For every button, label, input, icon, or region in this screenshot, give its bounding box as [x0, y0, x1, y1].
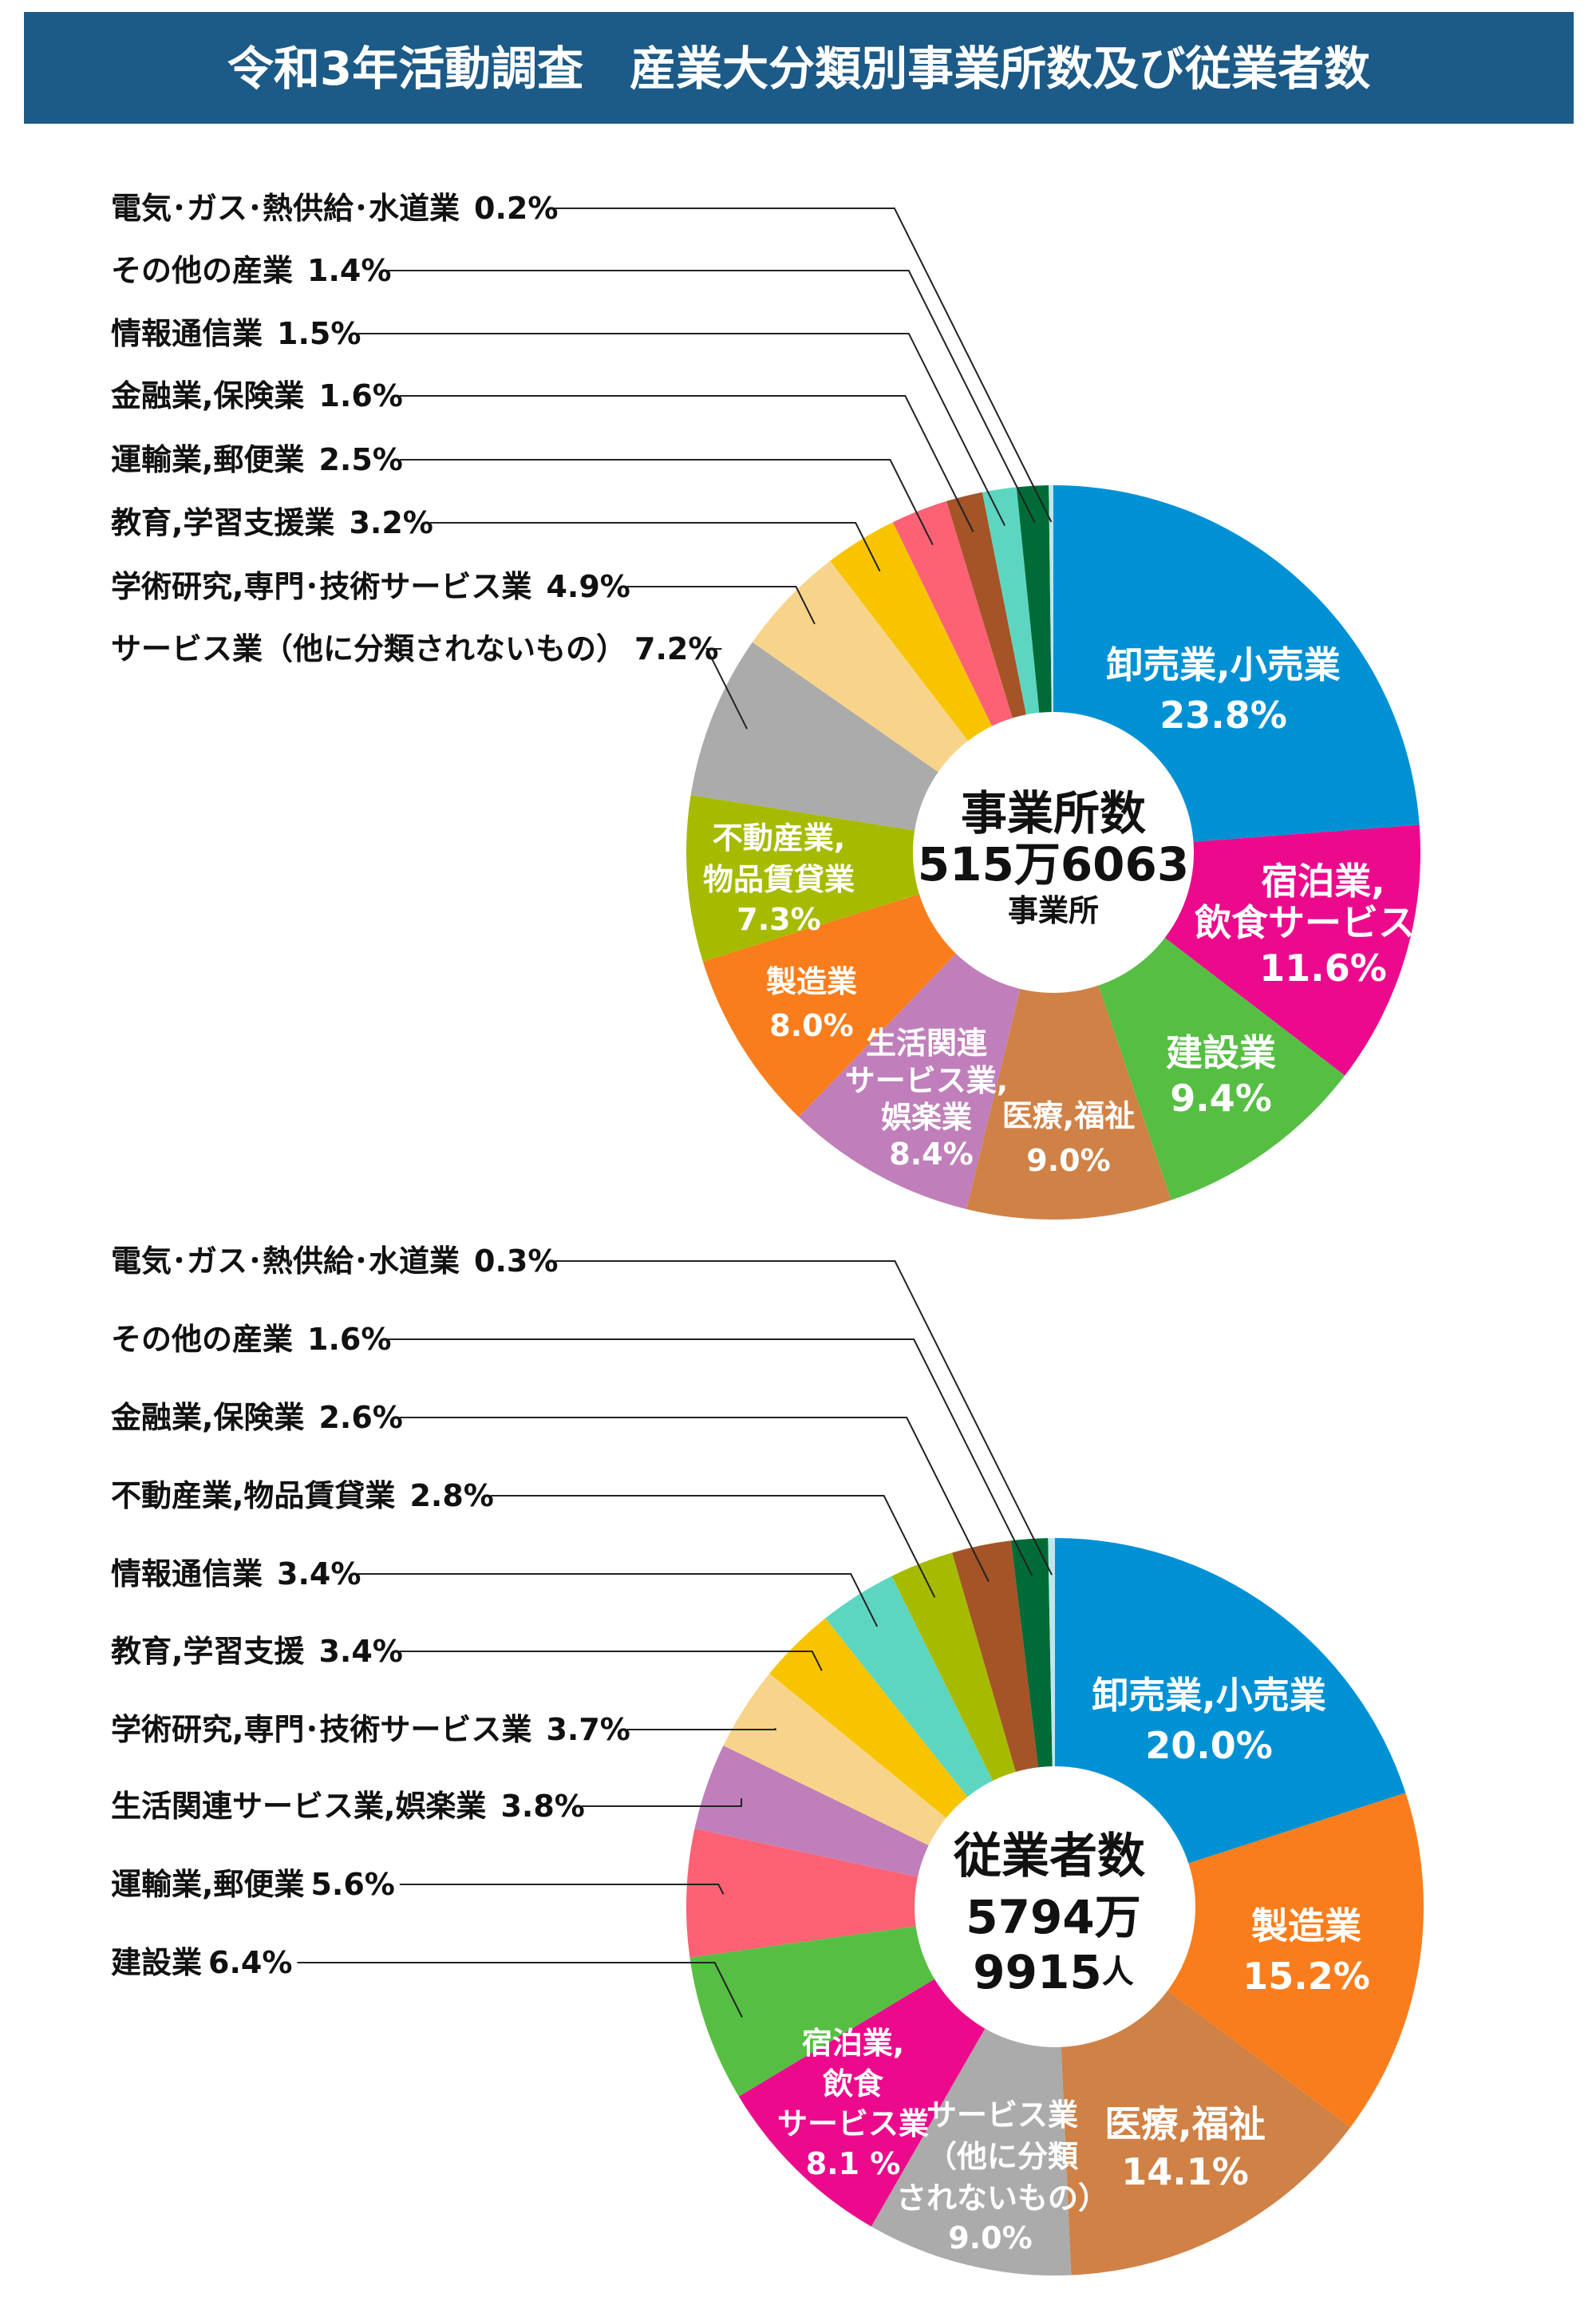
leader-line — [388, 270, 1036, 524]
slice-label: 宿泊業, — [1261, 860, 1385, 903]
slice-label: 飲食 — [823, 2066, 884, 2101]
pie-employees — [686, 1538, 1424, 2275]
slice-value: 8.0% — [769, 1008, 853, 1043]
center-value: 515万6063 — [918, 837, 1190, 892]
leader-line — [399, 1651, 823, 1671]
slice-value: 8.1 % — [806, 2146, 901, 2181]
slice-value: 8.4% — [889, 1137, 973, 1172]
slice-label: サービス業, — [845, 1063, 1008, 1098]
slice-value: 11.6% — [1259, 947, 1387, 990]
slice-label: 生活関連 — [866, 1026, 988, 1061]
leader-line — [358, 1573, 879, 1627]
leader-line — [490, 1495, 936, 1598]
slice-label: 製造業 — [1251, 1904, 1361, 1947]
slice-value: 9.0% — [1026, 1143, 1110, 1178]
outer-label: 教育,学習支援 3.4% — [111, 1634, 403, 1669]
leader-line — [429, 522, 881, 572]
outer-label: サービス業（他に分類されないもの） 7.2% — [111, 631, 718, 666]
outer-label: 金融業,保険業 1.6% — [110, 378, 403, 413]
slice-label: 製造業 — [766, 964, 857, 999]
center-unit: 事業所 — [1008, 893, 1099, 928]
outer-labels-establishments: 電気･ガス･熱供給･水道業 0.2% その他の産業 1.4% 情報通信業 1.5% 金… — [110, 191, 718, 666]
slice-label: 医療,福祉 — [1104, 2102, 1265, 2145]
slice-value: 9.0% — [948, 2220, 1032, 2256]
outer-label: 情報通信業 1.5% — [111, 316, 361, 351]
pie-slice — [1055, 1793, 1424, 2128]
outer-label: 運輸業,郵便業 5.6% — [111, 1867, 395, 1902]
outer-label: 電気･ガス･熱供給･水道業 0.3% — [111, 1243, 558, 1279]
slice-label: 卸売業,小売業 — [1092, 1674, 1325, 1717]
slice-label: 不動産業, — [713, 820, 845, 856]
leader-line — [297, 1962, 743, 2018]
leader-line — [626, 586, 816, 625]
slice-label: 医療,福祉 — [1002, 1098, 1135, 1133]
slice-label: 建設業 — [1166, 1031, 1276, 1074]
slice-label: 卸売業,小売業 — [1106, 643, 1340, 686]
leader-line — [399, 1884, 725, 1895]
leader-lines — [297, 208, 1053, 2018]
leader-line — [388, 1338, 1033, 1576]
outer-label: 不動産業,物品賃貸業 2.8% — [111, 1478, 494, 1513]
slice-label: （他に分類 — [926, 2139, 1079, 2174]
slice-label: サービス業 — [777, 2106, 929, 2141]
slice-value: 15.2% — [1242, 1955, 1370, 1998]
outer-label: 教育,学習支援業 3.2% — [111, 505, 433, 540]
pie-slice — [966, 852, 1171, 1220]
slice-label: 飲食サービス業 — [1195, 901, 1452, 944]
pie-slice — [686, 795, 1053, 962]
leader-line — [399, 459, 934, 546]
center-value-2: 9915人 — [973, 1945, 1133, 1999]
slice-value: 7.3% — [737, 902, 820, 937]
slice-label: 宿泊業, — [802, 2026, 904, 2061]
center-heading: 従業者数 — [953, 1829, 1145, 1884]
leader-line — [358, 333, 1005, 526]
slice-value: 14.1% — [1121, 2150, 1249, 2193]
slice-label: 娯楽業 — [881, 1100, 972, 1135]
outer-label: 学術研究,専門･技術サービス業 4.9% — [111, 569, 630, 604]
slice-value: 9.4% — [1170, 1077, 1272, 1120]
leader-line — [399, 1417, 990, 1583]
slice-label: されないもの） — [896, 2181, 1108, 2216]
leader-line — [705, 648, 748, 729]
pie-establishments — [686, 485, 1420, 1220]
leader-line — [581, 1798, 743, 1807]
center-value: 5794万 — [966, 1890, 1140, 1944]
outer-label: 学術研究,専門･技術サービス業 3.7% — [111, 1712, 630, 1747]
center-heading: 事業所数 — [961, 786, 1146, 840]
outer-label: 電気･ガス･熱供給･水道業 0.2% — [111, 191, 558, 226]
outer-label: 生活関連サービス業,娯楽業 3.8% — [111, 1789, 585, 1824]
outer-labels-employees: 電気･ガス･熱供給･水道業 0.3% その他の産業 1.6% 金融業,保険業 2.6%… — [110, 1243, 630, 1980]
outer-label: 建設業 6.4% — [111, 1945, 292, 1980]
leader-line — [555, 208, 1053, 523]
outer-label: その他の産業 1.6% — [111, 1322, 391, 1357]
leader-line — [626, 1728, 776, 1730]
outer-label: 情報通信業 3.4% — [111, 1556, 361, 1591]
slice-value: 23.8% — [1159, 694, 1287, 737]
slice-label: サービス業 — [926, 2098, 1078, 2133]
donut-hole — [915, 1766, 1195, 2047]
title-bar — [24, 12, 1574, 124]
leader-line — [399, 395, 974, 532]
slice-value: 20.0% — [1145, 1724, 1273, 1767]
outer-label: 金融業,保険業 2.6% — [110, 1400, 403, 1435]
outer-label: その他の産業 1.4% — [111, 253, 391, 288]
outer-label: 運輸業,郵便業 2.5% — [111, 442, 403, 477]
slice-label: 物品賃貸業 — [703, 862, 855, 897]
chart-title: 令和3年活動調査 産業大分類別事業所数及び従業者数 — [227, 42, 1370, 96]
inner-labels-employees: 卸売業,小売業 20.0% 製造業 15.2% 医療,福祉 14.1% サービス… — [777, 1674, 1370, 2256]
donut-hole — [913, 712, 1194, 993]
pie-slice — [686, 1829, 1055, 1958]
leader-line — [555, 1260, 1053, 1576]
inner-labels-establishments: 卸売業,小売業 23.8% 宿泊業, 飲食サービス業 11.6% 建設業 9.4… — [703, 643, 1452, 1178]
